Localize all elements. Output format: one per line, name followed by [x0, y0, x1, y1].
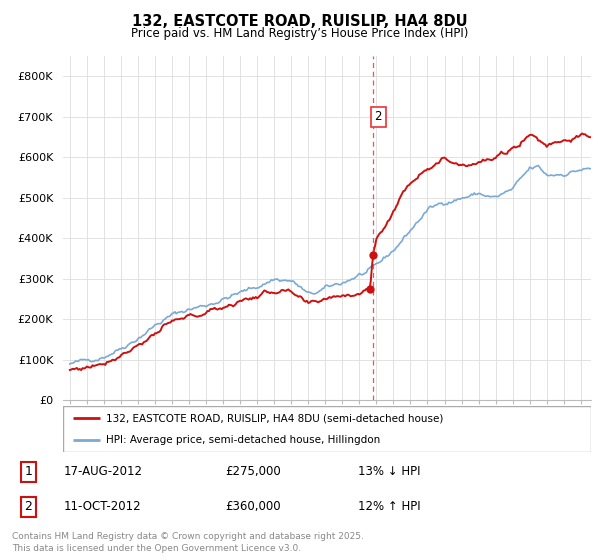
Text: £360,000: £360,000 [225, 500, 281, 514]
Text: Contains HM Land Registry data © Crown copyright and database right 2025.
This d: Contains HM Land Registry data © Crown c… [12, 532, 364, 553]
Text: Price paid vs. HM Land Registry’s House Price Index (HPI): Price paid vs. HM Land Registry’s House … [131, 27, 469, 40]
Text: 132, EASTCOTE ROAD, RUISLIP, HA4 8DU (semi-detached house): 132, EASTCOTE ROAD, RUISLIP, HA4 8DU (se… [106, 413, 443, 423]
Text: 2: 2 [374, 110, 382, 123]
Text: 1: 1 [24, 465, 32, 478]
Text: 17-AUG-2012: 17-AUG-2012 [64, 465, 143, 478]
Text: 132, EASTCOTE ROAD, RUISLIP, HA4 8DU: 132, EASTCOTE ROAD, RUISLIP, HA4 8DU [132, 14, 468, 29]
Text: £275,000: £275,000 [225, 465, 281, 478]
Text: 11-OCT-2012: 11-OCT-2012 [64, 500, 142, 514]
Text: HPI: Average price, semi-detached house, Hillingdon: HPI: Average price, semi-detached house,… [106, 435, 380, 445]
Text: 13% ↓ HPI: 13% ↓ HPI [358, 465, 420, 478]
Text: 2: 2 [24, 500, 32, 514]
Text: 12% ↑ HPI: 12% ↑ HPI [358, 500, 420, 514]
